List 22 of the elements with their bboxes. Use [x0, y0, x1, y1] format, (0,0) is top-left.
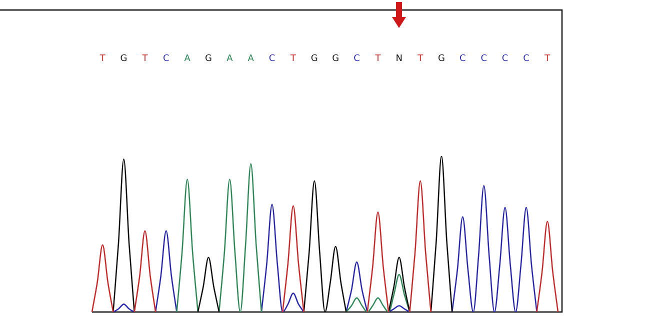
x-tick-label: T — [141, 54, 148, 64]
x-tick-label: C — [480, 54, 488, 64]
x-tick-label: C — [162, 54, 170, 64]
x-tick-label: C — [268, 54, 276, 64]
x-tick-label: G — [310, 54, 318, 64]
x-tick-label: C — [502, 54, 508, 64]
x-tick-label: A — [184, 54, 192, 64]
x-tick-label: G — [438, 54, 446, 64]
x-tick-label: G — [205, 54, 212, 64]
x-tick-label: C — [460, 54, 466, 64]
x-tick-label: T — [374, 54, 382, 64]
x-tick-label: T — [544, 54, 551, 64]
x-tick-label: T — [289, 54, 296, 64]
x-tick-label: C — [523, 54, 530, 64]
x-tick-label: N — [396, 54, 403, 64]
x-tick-label: G — [120, 54, 128, 64]
x-tick-label: C — [354, 54, 360, 64]
x-tick-label: A — [248, 54, 255, 64]
x-tick-label: G — [332, 54, 340, 64]
x-tick-label: A — [226, 54, 234, 64]
x-tick-label: T — [416, 54, 424, 64]
x-tick-label: T — [98, 54, 106, 64]
